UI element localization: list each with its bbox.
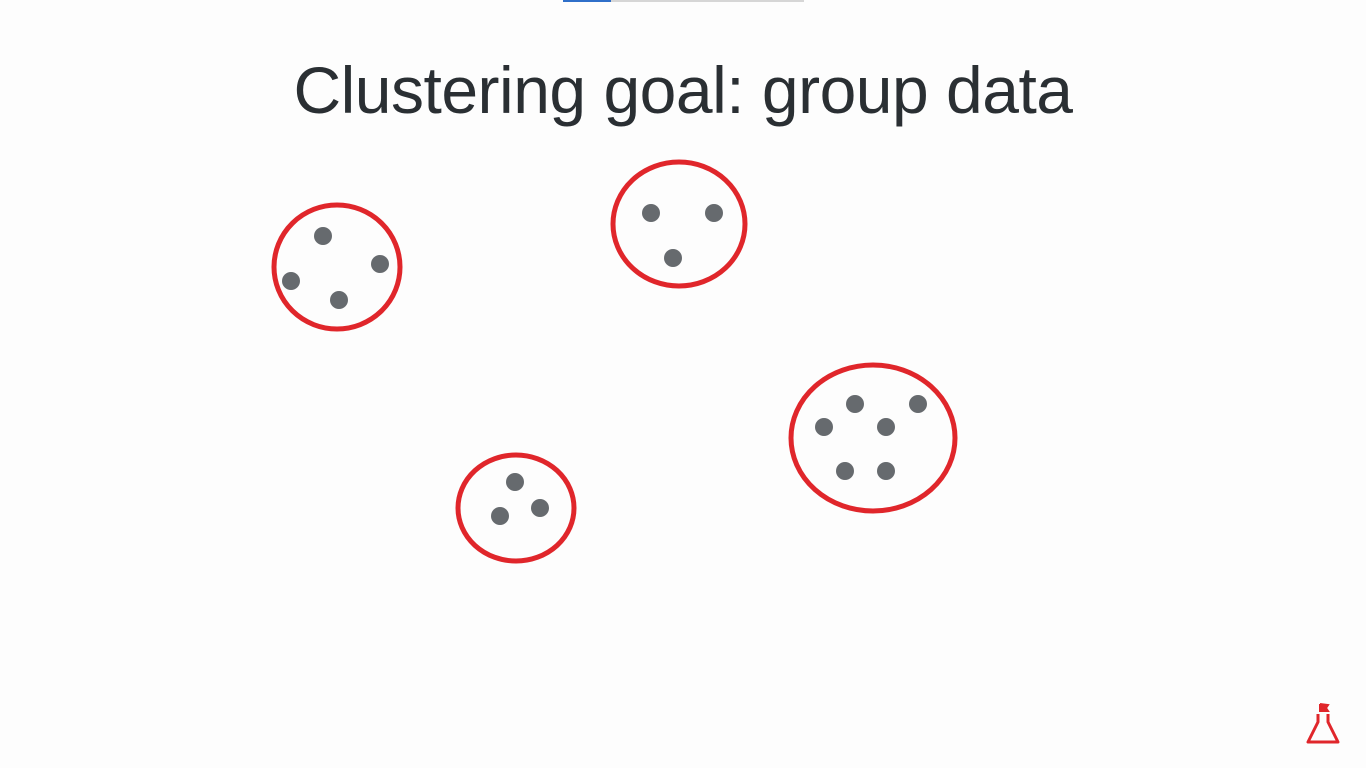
data-point — [877, 462, 895, 480]
cluster-1 — [271, 202, 403, 332]
data-point — [282, 272, 300, 290]
cluster-2 — [610, 159, 748, 289]
cluster-ring — [788, 362, 958, 514]
data-point — [330, 291, 348, 309]
data-point — [836, 462, 854, 480]
data-point — [506, 473, 524, 491]
data-point — [877, 418, 895, 436]
flask-flag-icon — [1306, 703, 1340, 744]
cluster-3 — [455, 452, 577, 564]
cluster-ring — [610, 159, 748, 289]
data-point — [371, 255, 389, 273]
data-point — [909, 395, 927, 413]
data-point — [491, 507, 509, 525]
data-point — [846, 395, 864, 413]
cluster-ring — [455, 452, 577, 564]
video-progress-bar[interactable] — [563, 0, 804, 2]
video-progress-fill — [563, 0, 612, 2]
cluster-4 — [788, 362, 958, 514]
data-point — [531, 499, 549, 517]
data-point — [815, 418, 833, 436]
slide-title: Clustering goal: group data — [293, 53, 1073, 127]
data-point — [664, 249, 682, 267]
data-point — [314, 227, 332, 245]
cluster-ring — [271, 202, 403, 332]
data-point — [705, 204, 723, 222]
data-point — [642, 204, 660, 222]
